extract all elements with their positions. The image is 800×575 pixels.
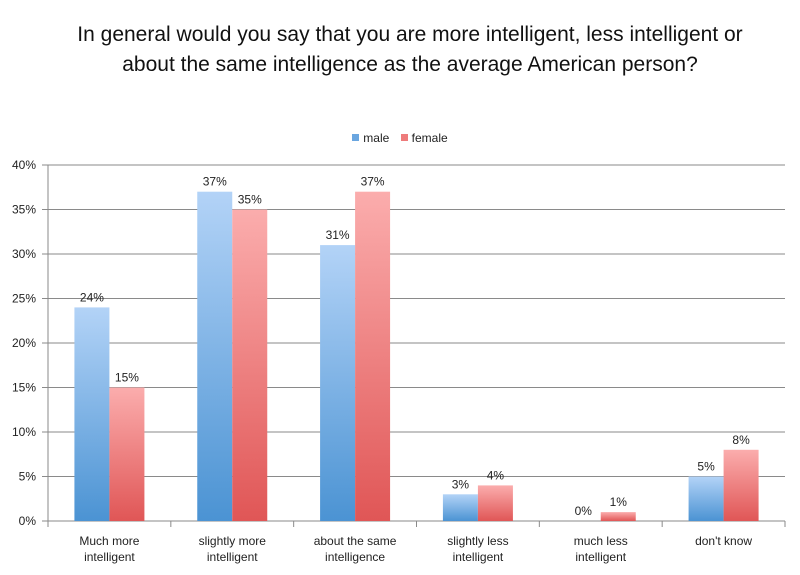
- data-label-female: 8%: [732, 433, 750, 447]
- data-label-male: 0%: [575, 504, 593, 518]
- x-tick-label: intelligent: [453, 550, 504, 564]
- legend-swatch-female: [400, 134, 408, 141]
- y-tick-label: 15%: [12, 381, 36, 395]
- y-tick-label: 10%: [12, 425, 36, 439]
- bar-female: [723, 449, 759, 521]
- bar-female: [232, 209, 268, 521]
- x-tick-label: intelligence: [325, 550, 385, 564]
- bar-male: [320, 245, 356, 521]
- y-tick-label: 25%: [12, 292, 36, 306]
- data-label-female: 15%: [115, 371, 139, 385]
- x-tick-label: don't know: [695, 534, 752, 548]
- x-tick-label: slightly more: [199, 534, 267, 548]
- legend: male female: [0, 130, 800, 145]
- x-tick-label: intelligent: [84, 550, 135, 564]
- bar-female: [600, 512, 636, 521]
- data-label-male: 31%: [326, 228, 350, 242]
- y-tick-label: 5%: [19, 470, 37, 484]
- y-tick-label: 40%: [12, 158, 36, 172]
- data-label-female: 1%: [610, 495, 628, 509]
- data-label-male: 3%: [452, 477, 470, 491]
- y-tick-label: 0%: [19, 514, 37, 528]
- legend-swatch-male: [352, 134, 360, 141]
- x-tick-label: much less: [574, 534, 628, 548]
- legend-item-male: male: [352, 131, 389, 145]
- data-label-female: 37%: [361, 175, 385, 189]
- data-label-male: 5%: [697, 460, 715, 474]
- x-tick-label: intelligent: [207, 550, 258, 564]
- data-label-male: 37%: [203, 175, 227, 189]
- chart-title: In general would you say that you are mo…: [77, 23, 743, 76]
- data-label-female: 4%: [487, 468, 505, 482]
- y-tick-label: 35%: [12, 203, 36, 217]
- bar-female: [355, 191, 391, 521]
- legend-label-female: female: [411, 130, 448, 145]
- legend-label-male: male: [363, 130, 390, 145]
- legend-item-female: female: [400, 130, 448, 145]
- bar-male: [197, 191, 233, 521]
- x-tick-label: Much more: [79, 534, 139, 548]
- y-tick-label: 20%: [12, 336, 36, 350]
- data-label-male: 24%: [80, 290, 104, 304]
- bar-male: [442, 494, 478, 521]
- bar-male: [688, 476, 724, 521]
- data-label-female: 35%: [238, 193, 262, 207]
- bar-female: [477, 485, 513, 521]
- x-tick-label: intelligent: [575, 550, 626, 564]
- x-tick-label: slightly less: [447, 534, 508, 548]
- x-tick-label: about the same: [314, 534, 397, 548]
- bar-male: [74, 307, 110, 521]
- y-tick-label: 30%: [12, 247, 36, 261]
- bar-female: [109, 387, 145, 521]
